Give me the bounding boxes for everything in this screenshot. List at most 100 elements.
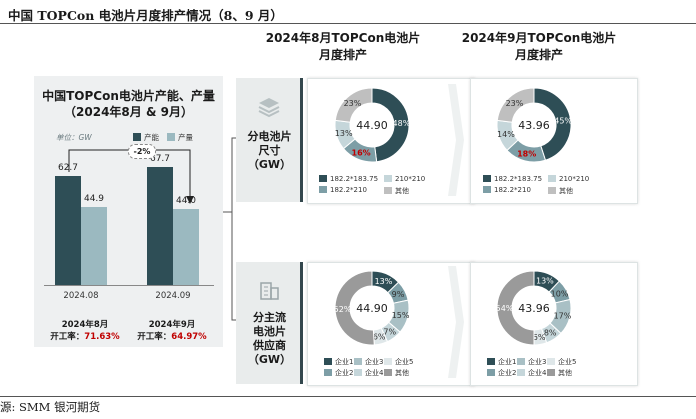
legend-item: 其他: [548, 186, 573, 196]
supplier-label-line2: 电池片: [253, 325, 286, 338]
donut-center-label: 44.90: [356, 119, 388, 132]
legend-capacity: 产能: [144, 133, 159, 142]
operating-rate-sep: 2024年9月 开工率：64.97%: [127, 319, 217, 343]
bar-capacity-2024.08: [55, 176, 81, 285]
rate-label-aug: 开工率：: [50, 332, 85, 342]
legend-text: 企业4: [528, 369, 547, 377]
legend-item: 企业2: [487, 368, 516, 378]
donut-center-label: 43.96: [518, 119, 550, 132]
legend-item: 企业1: [487, 357, 516, 367]
bar-output-2024.09: [173, 208, 199, 285]
slice-label: 13%: [335, 129, 353, 138]
legend-swatch: [384, 187, 392, 194]
aug-column-title: 2024年8月TOPCon电池片 月度排产: [258, 30, 428, 64]
chevron-right-icon: [448, 266, 464, 378]
supplier-row-label: 分主流 电池片 供应商 （GW）: [236, 311, 303, 367]
legend-text: 企业2: [335, 369, 354, 377]
slice-label: 52%: [334, 305, 352, 314]
legend-swatch: [324, 369, 332, 376]
rate-month-aug: 2024年8月: [61, 320, 109, 330]
operating-rate-aug: 2024年8月 开工率：71.63%: [40, 319, 130, 343]
slice-label: 6%: [533, 333, 546, 342]
legend-text: 企业5: [395, 358, 414, 366]
legend-text: 企业4: [365, 369, 384, 377]
bar-capacity-2024.09: [147, 167, 173, 285]
legend-swatch: [517, 369, 525, 376]
legend-swatch: [384, 358, 392, 365]
bar-output-2024.08: [81, 206, 107, 285]
rate-value-sep: 64.97%: [171, 332, 207, 342]
rate-value-aug: 71.63%: [84, 332, 120, 342]
slice-label: 48%: [393, 119, 411, 128]
size-row-label: 分电池片 尺寸 （GW）: [236, 130, 303, 172]
legend-swatch: [483, 175, 491, 182]
supplier-label-line4: （GW）: [247, 353, 292, 366]
slice-label: 13%: [375, 277, 393, 286]
legend-item: 企业5: [384, 357, 413, 367]
legend-swatch: [487, 358, 495, 365]
legend-swatch: [319, 186, 327, 193]
donut-slice: [496, 270, 535, 346]
bar-value-label: 44.9: [83, 193, 105, 204]
chevron-right-icon: [448, 84, 464, 196]
aug-title-line1: 2024年8月TOPCon电池片: [265, 31, 421, 45]
legend-text: 企业5: [558, 358, 577, 366]
legend-item: 其他: [547, 368, 572, 378]
slice-label: 13%: [536, 277, 554, 286]
sep-title-line2: 月度排产: [514, 48, 563, 62]
rate-month-sep: 2024年9月: [148, 320, 196, 330]
legend-item: 企业2: [324, 368, 353, 378]
slice-label: 6%: [373, 333, 386, 342]
legend-item: 182.2*210: [483, 186, 531, 194]
donut-slice: [334, 87, 373, 123]
size-label-line1: 分电池片: [247, 130, 292, 143]
legend-item: 企业4: [517, 368, 546, 378]
slice-label: 10%: [551, 289, 569, 298]
legend-item: 企业5: [547, 357, 576, 367]
slice-label: 18%: [517, 150, 536, 159]
legend-swatch: [547, 369, 555, 376]
slice-label: 16%: [352, 148, 371, 157]
legend-item: 210*210: [384, 175, 425, 183]
size-row-accent: [300, 78, 303, 202]
page-title: 中国 TOPCon 电池片月度排产情况（8、9 月）: [8, 8, 283, 23]
legend-item: 企业3: [517, 357, 546, 367]
slice-label: 17%: [554, 312, 572, 321]
legend-item: 210*210: [548, 175, 589, 183]
legend-swatch: [319, 175, 327, 182]
slice-label: 23%: [506, 99, 524, 108]
legend-text: 其他: [395, 187, 409, 195]
donut-center-label: 44.90: [356, 302, 388, 315]
capacity-title-line2: （2024年8月 & 9月）: [64, 105, 193, 119]
x-tick-label: 2024.09: [155, 291, 191, 301]
legend-text: 210*210: [395, 175, 426, 183]
slice-label: 23%: [344, 99, 362, 108]
legend-text: 182.2*210: [330, 186, 367, 194]
slice-label: 45%: [554, 116, 572, 125]
slice-label: 7%: [383, 328, 396, 337]
bar-value-label: 44.0: [175, 195, 197, 206]
legend-swatch: [548, 175, 556, 182]
slice-label: 54%: [496, 304, 514, 313]
legend-item: 182.2*210: [319, 186, 367, 194]
source-note: 源: SMM 银河期货: [0, 400, 101, 414]
slice-label: 15%: [392, 311, 410, 320]
header-rule: [0, 23, 696, 24]
legend-item: 企业3: [354, 357, 383, 367]
legend-item: 182.2*183.75: [319, 175, 378, 183]
slice-label: 8%: [544, 329, 557, 338]
legend-output: 产量: [178, 133, 193, 142]
legend-item: 182.2*183.75: [483, 175, 542, 183]
legend-swatch: [548, 187, 556, 194]
slice-label: 14%: [497, 130, 515, 139]
bar-value-label: 67.7: [149, 154, 171, 165]
donut-slice: [496, 87, 535, 123]
legend-swatch: [483, 186, 491, 193]
legend-swatch: [487, 369, 495, 376]
bar-value-label: 62.7: [57, 163, 79, 174]
legend-item: 其他: [384, 186, 409, 196]
sep-title-line1: 2024年9月TOPCon电池片: [461, 31, 617, 45]
legend-text: 其他: [558, 369, 572, 377]
